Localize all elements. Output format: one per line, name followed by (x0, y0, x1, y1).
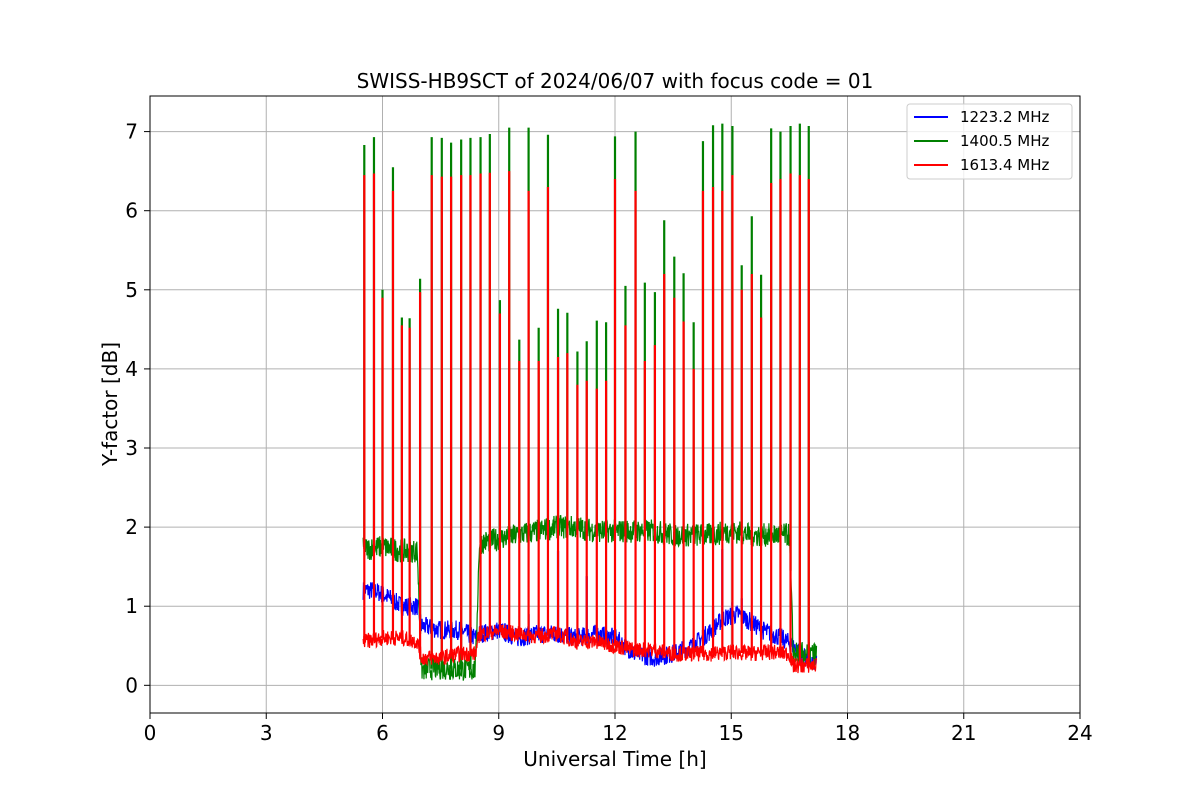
y-tick-label: 4 (125, 357, 138, 381)
x-tick-label: 21 (951, 721, 976, 745)
legend-label: 1400.5 MHz (960, 132, 1049, 150)
legend-label: 1613.4 MHz (960, 156, 1049, 174)
y-axis-label: Y-factor [dB] (98, 342, 122, 467)
y-tick-label: 0 (125, 673, 138, 697)
x-tick-label: 0 (144, 721, 157, 745)
x-tick-label: 15 (719, 721, 744, 745)
x-axis-label: Universal Time [h] (523, 747, 706, 771)
series-2 (362, 171, 818, 674)
y-tick-label: 1 (125, 594, 138, 618)
y-tick-label: 7 (125, 120, 138, 144)
y-tick-label: 6 (125, 199, 138, 223)
legend: 1223.2 MHz 1400.5 MHz 1613.4 MHz (906, 103, 1073, 180)
y-tick-label: 2 (125, 515, 138, 539)
x-tick-label: 3 (260, 721, 273, 745)
legend-label: 1223.2 MHz (960, 108, 1049, 126)
plot-data (362, 123, 818, 681)
x-tick-label: 24 (1067, 721, 1092, 745)
legend-frame (906, 103, 1073, 180)
y-tick-label: 5 (125, 278, 138, 302)
chart-title: SWISS-HB9SCT of 2024/06/07 with focus co… (357, 69, 874, 93)
y-tick-label: 3 (125, 436, 138, 460)
series-line (362, 624, 818, 674)
x-tick-label: 6 (376, 721, 389, 745)
x-tick-label: 12 (602, 721, 627, 745)
x-tick-label: 18 (835, 721, 860, 745)
x-tick-label: 9 (492, 721, 505, 745)
